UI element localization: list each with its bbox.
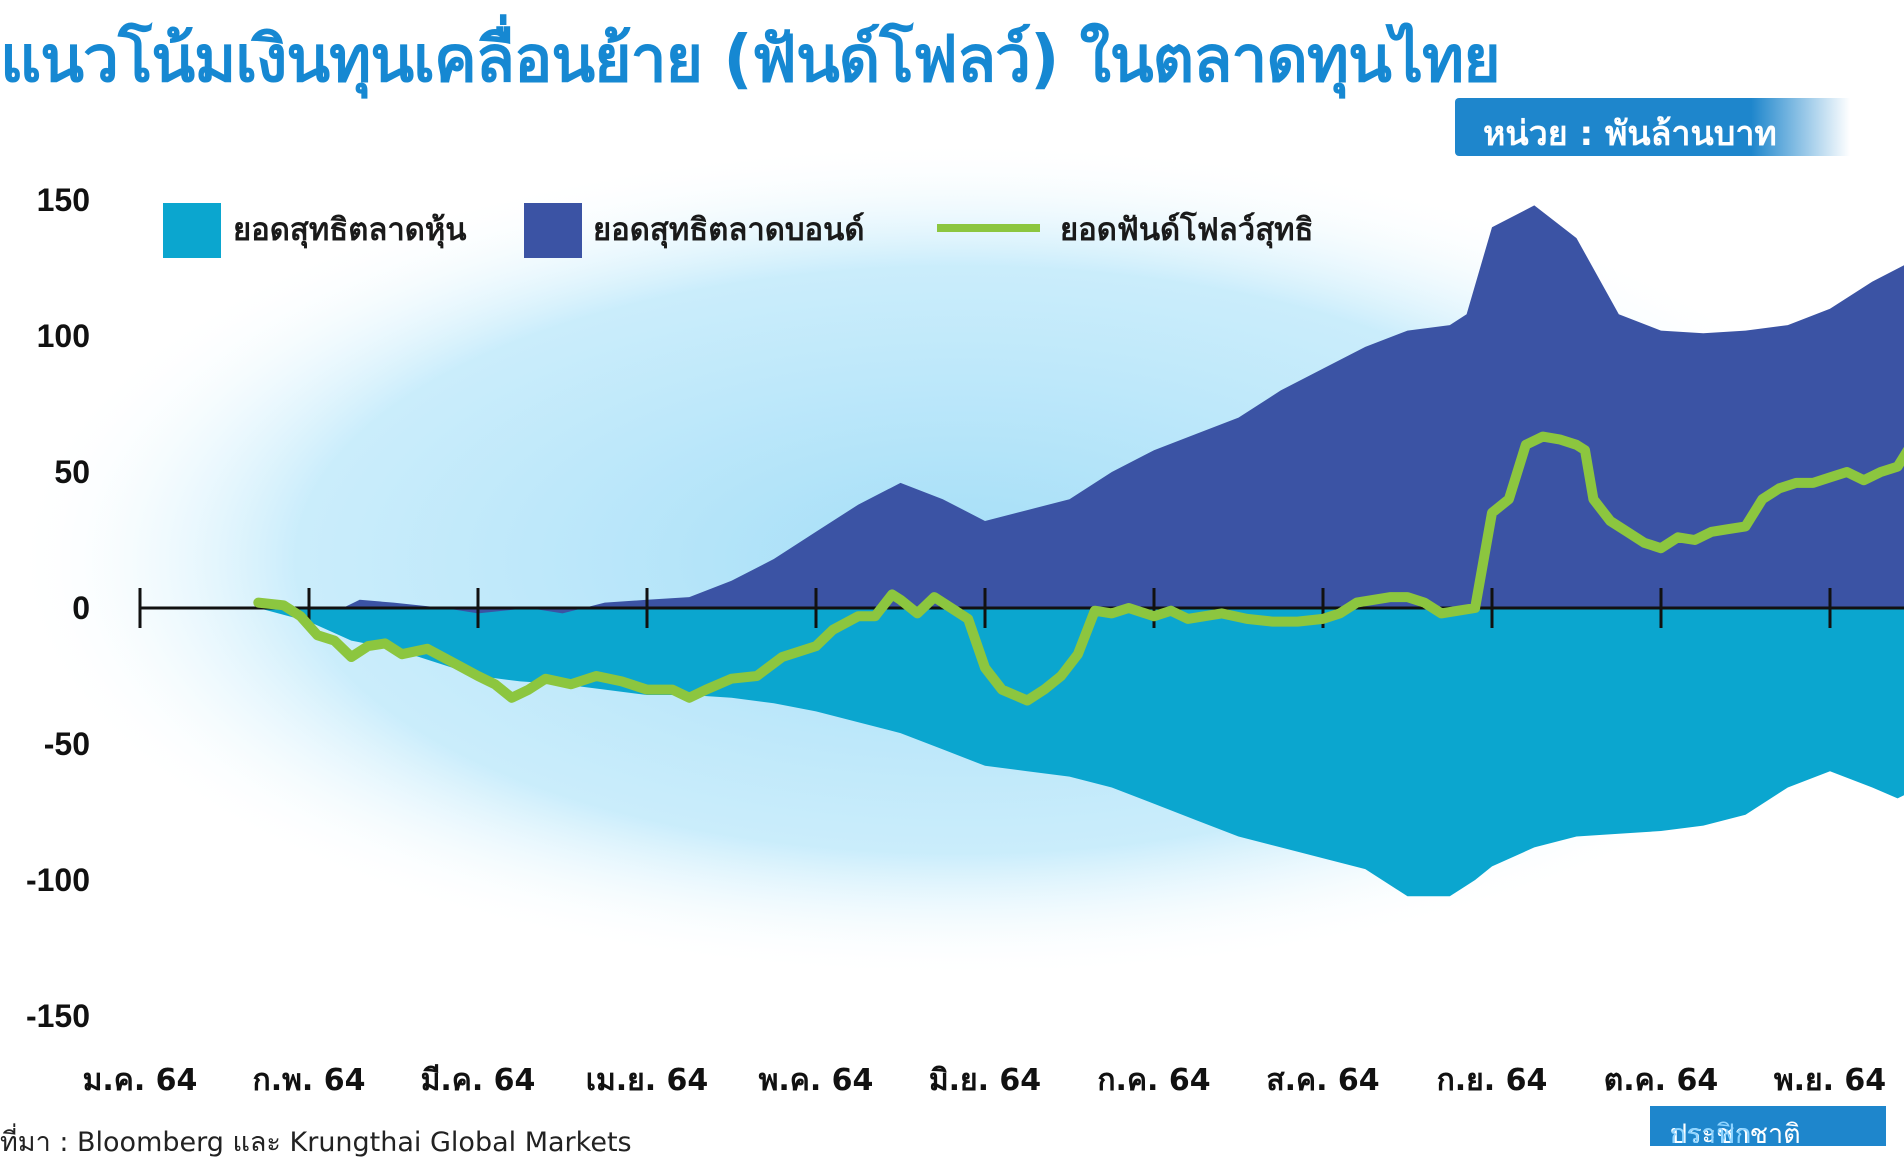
legend-swatch-bond xyxy=(524,203,582,258)
x-tick-label: เม.ย. 64 xyxy=(586,1063,709,1098)
y-axis: 150 100 50 0 -50 -100 -150 xyxy=(26,182,90,1034)
x-tick-label: ก.พ. 64 xyxy=(253,1063,366,1098)
y-tick-label: 0 xyxy=(72,590,90,626)
chart-title: แนวโน้มเงินทุนเคลื่อนย้าย (ฟันด์โฟลว์) ใ… xyxy=(0,23,1501,97)
x-tick-label: พ.ค. 64 xyxy=(759,1063,874,1098)
legend-label-stock: ยอดสุทธิตลาดหุ้น xyxy=(233,212,466,249)
x-tick-label: มี.ค. 64 xyxy=(421,1063,536,1098)
brand-badge: ประชาชาติ กราฟิก xyxy=(1650,1106,1886,1150)
brand-accent: กราฟิก xyxy=(1670,1119,1752,1150)
x-tick-label: ม.ค. 64 xyxy=(83,1063,198,1098)
x-tick-label: ส.ค. 64 xyxy=(1266,1063,1379,1098)
source-note: ที่มา : Bloomberg และ Krungthai Global M… xyxy=(0,1127,632,1158)
legend: ยอดสุทธิตลาดหุ้น ยอดสุทธิตลาดบอนด์ ยอดฟั… xyxy=(163,203,1313,258)
y-tick-label: -100 xyxy=(26,862,90,898)
x-tick-label: ก.ย. 64 xyxy=(1437,1063,1548,1098)
y-tick-label: -150 xyxy=(26,998,90,1034)
net-fundflow-line xyxy=(253,431,1904,706)
y-tick-label: 150 xyxy=(37,182,90,218)
x-tick-label: ก.ค. 64 xyxy=(1097,1063,1210,1098)
x-axis xyxy=(138,588,1904,628)
y-tick-label: 50 xyxy=(54,454,90,490)
y-tick-label: -50 xyxy=(44,726,90,762)
unit-badge: หน่วย : พันล้านบาท xyxy=(1455,98,1850,156)
x-tick-label: พ.ย. 64 xyxy=(1774,1063,1886,1098)
unit-label: หน่วย : พันล้านบาท xyxy=(1483,114,1777,154)
legend-swatch-stock xyxy=(163,203,221,258)
stock-net-area xyxy=(258,608,1904,897)
brand-main: ประชาชาติ xyxy=(1670,1119,1801,1150)
legend-label-bond: ยอดสุทธิตลาดบอนด์ xyxy=(593,212,864,249)
x-tick-label: มิ.ย. 64 xyxy=(929,1063,1041,1098)
y-tick-label: 100 xyxy=(37,318,90,354)
x-axis-labels: ม.ค. 64 ก.พ. 64 มี.ค. 64 เม.ย. 64 พ.ค. 64 มิ.… xyxy=(83,1063,1887,1098)
plot-layer xyxy=(138,205,1904,897)
chart-svg: 150 100 50 0 -50 -100 -150 ม.ค. 64 ก.พ. 64 มี.ค.… xyxy=(10,140,1904,1098)
x-tick-label: ต.ค. 64 xyxy=(1604,1063,1719,1098)
legend-label-net: ยอดฟันด์โฟลว์สุทธิ xyxy=(1060,211,1313,249)
